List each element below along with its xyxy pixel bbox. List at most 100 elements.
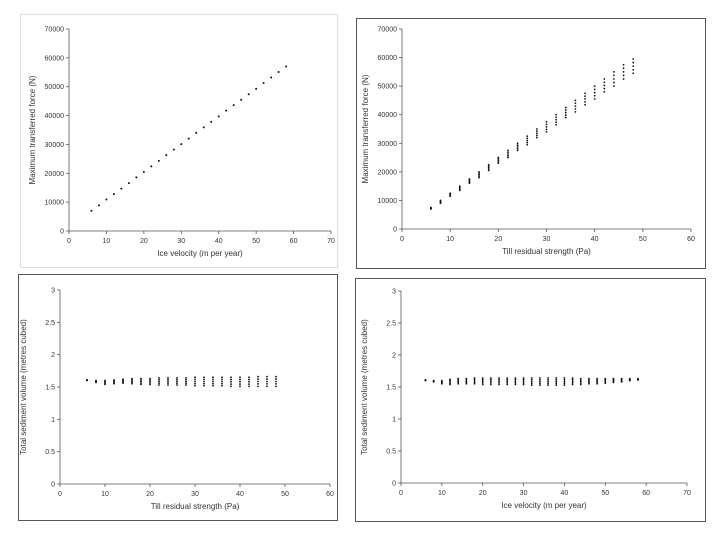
data-point <box>596 379 599 381</box>
data-point <box>571 383 574 386</box>
data-point <box>481 381 484 384</box>
data-point <box>230 376 232 379</box>
data-point <box>157 159 160 162</box>
data-point <box>465 379 468 381</box>
data-point <box>588 379 590 381</box>
data-point <box>526 139 529 142</box>
data-point <box>497 159 500 162</box>
x-axis-label: Till residual strength (Pa) <box>502 247 591 256</box>
chart-panel-volume-vs-strength: 0 0.5 1 1.5 2 2.5 3 0 10 20 30 40 50 60 Till residual … <box>18 274 338 521</box>
data-point <box>176 377 178 379</box>
data-point <box>535 132 538 135</box>
data-point <box>603 81 606 84</box>
data-point <box>489 378 492 381</box>
data-point <box>217 115 220 118</box>
data-point <box>140 383 142 386</box>
data-point <box>563 382 566 385</box>
data-point <box>498 378 500 381</box>
data-point <box>481 377 484 379</box>
data-point <box>516 145 519 148</box>
data-point <box>507 153 509 155</box>
y-tick-label: 0 <box>393 227 397 234</box>
x-axis-label: Ice velocity (m per year) <box>501 501 587 510</box>
data-point <box>516 149 519 152</box>
data-point <box>487 168 490 170</box>
x-tick-label: 0 <box>58 491 62 498</box>
y-axis-label: Total sediment volume (metres cubed) <box>19 319 28 455</box>
data-point <box>579 380 582 383</box>
data-point <box>596 377 599 380</box>
data-point <box>212 384 214 387</box>
data-point <box>632 68 635 71</box>
data-point <box>430 206 432 209</box>
x-tick-label: 20 <box>494 236 502 243</box>
data-point <box>489 381 492 384</box>
data-point <box>507 156 509 159</box>
data-point <box>489 380 492 383</box>
data-point <box>270 76 273 79</box>
data-point <box>194 382 196 385</box>
data-point <box>530 382 533 385</box>
data-point <box>194 380 196 383</box>
data-point <box>203 376 205 379</box>
data-point <box>564 111 567 114</box>
data-point <box>632 65 635 68</box>
data-point <box>167 377 169 379</box>
x-tick-label: 10 <box>101 491 109 498</box>
data-point <box>465 381 468 384</box>
data-point <box>571 380 574 383</box>
data-point <box>449 379 451 382</box>
x-axis-label: Till residual strength (Pa) <box>151 502 240 511</box>
data-point <box>194 378 196 381</box>
data-point <box>555 380 558 383</box>
data-point <box>158 380 160 383</box>
data-point <box>465 380 468 383</box>
data-point <box>487 163 490 166</box>
data-point <box>266 380 268 383</box>
data-point <box>230 380 232 383</box>
data-point <box>535 130 538 133</box>
data-point <box>277 70 280 73</box>
data-point <box>603 78 606 80</box>
data-point <box>239 378 241 381</box>
data-point <box>239 380 241 383</box>
data-point <box>275 385 277 388</box>
data-point <box>506 383 509 386</box>
data-point <box>613 85 615 88</box>
data-point <box>140 379 142 381</box>
y-tick-label: 10000 <box>45 200 65 207</box>
data-point <box>120 187 123 190</box>
data-point <box>140 377 142 380</box>
data-point <box>149 377 151 380</box>
x-tick-label: 30 <box>177 238 185 245</box>
data-point <box>571 378 574 381</box>
data-point <box>637 377 639 380</box>
data-point <box>185 377 187 379</box>
data-point <box>584 100 586 103</box>
y-tick-label: 20000 <box>378 169 398 176</box>
data-point <box>457 379 460 381</box>
data-point <box>180 143 183 146</box>
data-point <box>158 382 160 385</box>
data-point <box>158 377 160 379</box>
data-point <box>632 58 635 60</box>
data-point <box>131 381 133 384</box>
y-tick-label: 0 <box>51 482 55 489</box>
data-point <box>239 376 241 379</box>
data-point <box>230 385 232 388</box>
data-point <box>547 378 549 381</box>
data-point <box>579 382 582 384</box>
data-point <box>596 381 599 384</box>
x-tick-label: 0 <box>67 238 71 245</box>
data-point <box>555 384 558 386</box>
data-point <box>232 104 235 107</box>
data-point <box>526 143 529 146</box>
data-point <box>248 383 250 385</box>
data-point <box>498 377 500 379</box>
data-point <box>555 116 558 119</box>
data-point <box>574 108 577 110</box>
data-point <box>473 381 476 384</box>
data-point <box>202 126 205 129</box>
data-point <box>564 116 567 119</box>
